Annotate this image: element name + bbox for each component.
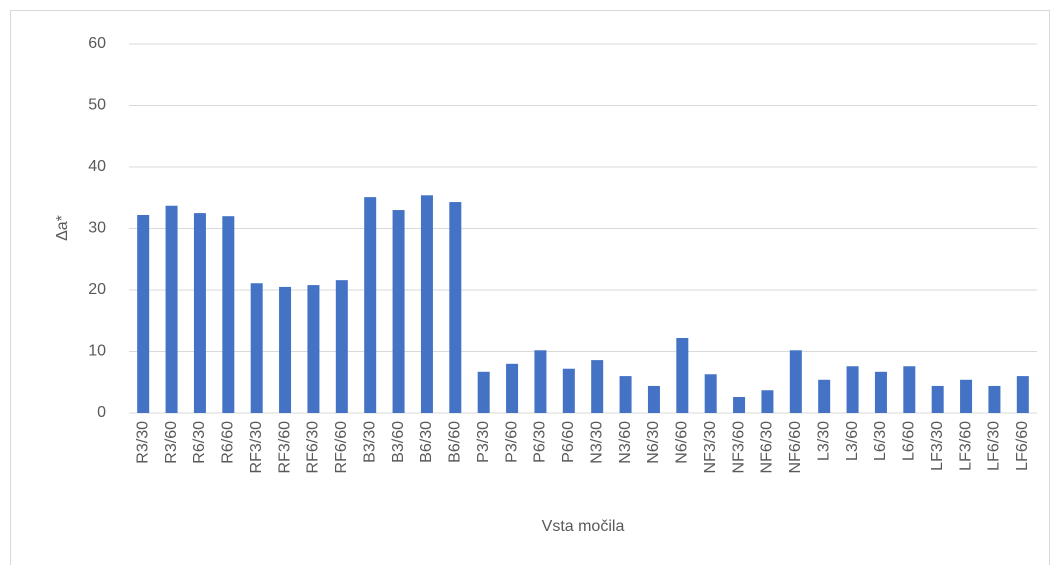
x-tick-label: NF3/60 (730, 421, 747, 474)
bar (1016, 376, 1029, 413)
bar (704, 374, 717, 413)
x-tick-label: NF6/30 (759, 421, 776, 474)
y-tick-label: 60 (88, 35, 106, 52)
x-tick-label: LF6/30 (986, 421, 1003, 471)
bar (846, 366, 859, 413)
x-tick-label: N3/30 (588, 421, 605, 464)
x-tick-label: RF6/30 (305, 421, 322, 474)
x-tick-label: B6/30 (418, 421, 435, 463)
x-tick-label: N6/60 (674, 421, 691, 464)
x-tick-label: P6/60 (560, 421, 577, 463)
x-tick-label: RF6/60 (333, 421, 350, 474)
x-tick-label: LF3/30 (929, 421, 946, 471)
bar (789, 350, 802, 413)
y-tick-label: 50 (88, 97, 106, 114)
x-tick-label: RF3/60 (276, 421, 293, 474)
bar (818, 379, 831, 413)
y-tick-label: 30 (88, 220, 106, 237)
bar (307, 285, 320, 413)
x-tick-label: P6/30 (532, 421, 549, 463)
x-tick-label: L3/30 (815, 421, 832, 461)
x-tick-label: R6/30 (191, 421, 208, 464)
bar (591, 360, 604, 413)
x-tick-label: P3/60 (503, 421, 520, 463)
bar (931, 385, 944, 413)
bar (137, 214, 150, 413)
bar (960, 379, 973, 413)
bar (279, 286, 292, 413)
y-tick-label: 0 (97, 404, 106, 421)
x-tick-label: P3/30 (475, 421, 492, 463)
bar (165, 205, 178, 413)
x-tick-label: L6/60 (901, 421, 918, 461)
bar (193, 213, 206, 413)
bar (477, 371, 490, 413)
bar (733, 397, 746, 413)
x-tick-label: NF3/30 (702, 421, 719, 474)
x-tick-label: R3/60 (163, 421, 180, 464)
bar (420, 195, 433, 413)
x-tick-label: B3/30 (361, 421, 378, 463)
bar (335, 280, 348, 413)
bar (250, 283, 263, 413)
bar (647, 385, 660, 413)
bar (506, 363, 519, 413)
bar (903, 366, 916, 413)
bar (222, 216, 235, 413)
x-tick-label: RF3/30 (248, 421, 265, 474)
bar (761, 390, 774, 413)
x-tick-label: B6/60 (447, 421, 464, 463)
y-tick-label: 20 (88, 281, 106, 298)
x-tick-label: N3/60 (617, 421, 634, 464)
x-tick-label: LF6/60 (1014, 421, 1031, 471)
y-axis-title: Δa* (54, 215, 71, 241)
y-tick-label: 40 (88, 158, 106, 175)
x-axis-title: Vsta močila (542, 518, 625, 535)
x-tick-label: R6/60 (220, 421, 237, 464)
x-tick-label: L3/60 (844, 421, 861, 461)
bar (364, 197, 377, 413)
x-tick-label: B3/60 (390, 421, 407, 463)
x-tick-label: R3/30 (134, 421, 151, 464)
y-tick-label: 10 (88, 343, 106, 360)
bar (392, 210, 405, 413)
bar (676, 337, 689, 413)
x-tick-label: LF3/60 (957, 421, 974, 471)
x-tick-label: N6/30 (645, 421, 662, 464)
x-tick-label: NF6/60 (787, 421, 804, 474)
bar (619, 376, 632, 413)
bar (534, 350, 547, 413)
chart-frame (10, 10, 1050, 565)
bar (449, 202, 462, 413)
bar (874, 371, 887, 413)
x-tick-label: L6/30 (872, 421, 889, 461)
bar (562, 368, 575, 413)
bar (988, 385, 1001, 413)
